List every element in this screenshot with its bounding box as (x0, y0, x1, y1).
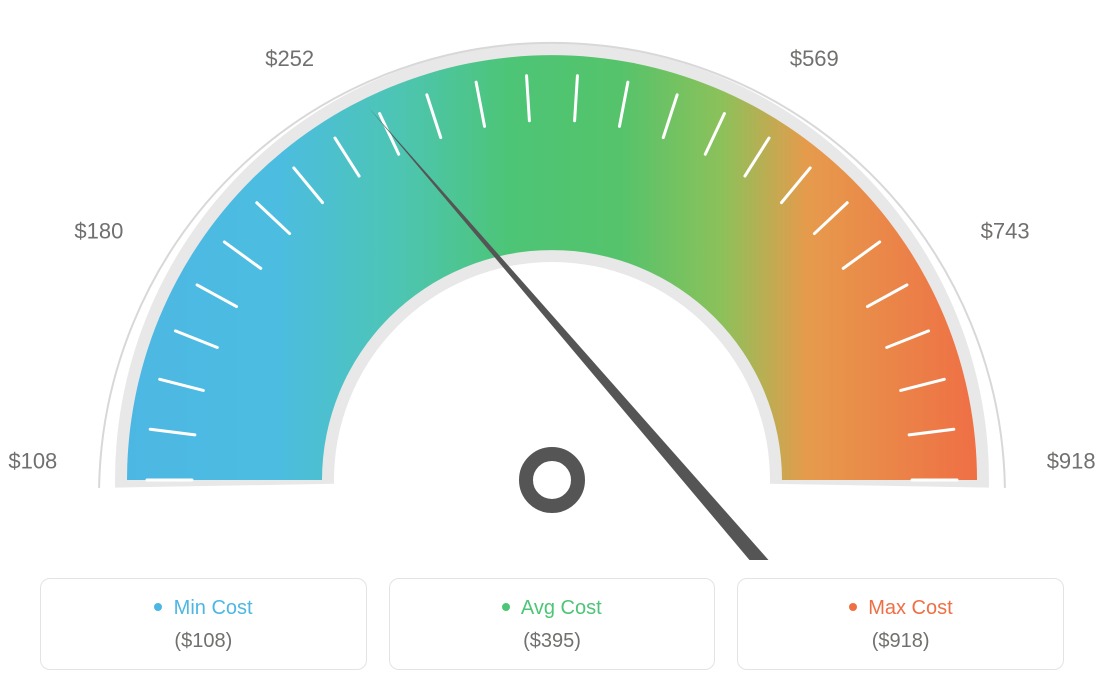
legend-label-max: Max Cost (868, 597, 952, 619)
legend-card-min: Min Cost ($108) (40, 578, 367, 670)
gauge-tick-label: $108 (8, 449, 57, 474)
legend-card-avg: Avg Cost ($395) (389, 578, 716, 670)
legend-value-min: ($108) (51, 630, 356, 653)
legend-title-min: Min Cost (51, 597, 356, 620)
legend-value-avg: ($395) (400, 630, 705, 653)
gauge-tick-label: $252 (265, 46, 314, 71)
dot-min-icon (154, 603, 162, 611)
gauge-area: $108$180$252$395$569$743$918 (0, 0, 1104, 560)
legend-title-max: Max Cost (748, 597, 1053, 620)
legend-title-avg: Avg Cost (400, 597, 705, 620)
dot-max-icon (849, 603, 857, 611)
gauge-tick-label: $569 (790, 46, 839, 71)
gauge-tick-label: $918 (1047, 449, 1096, 474)
gauge-tick-label: $180 (74, 218, 123, 243)
legend-row: Min Cost ($108) Avg Cost ($395) Max Cost… (40, 578, 1064, 670)
gauge-chart-wrapper: $108$180$252$395$569$743$918 Min Cost ($… (0, 0, 1104, 690)
legend-card-max: Max Cost ($918) (737, 578, 1064, 670)
legend-label-min: Min Cost (174, 597, 253, 619)
dot-avg-icon (502, 603, 510, 611)
legend-label-avg: Avg Cost (521, 597, 602, 619)
gauge-svg: $108$180$252$395$569$743$918 (0, 0, 1104, 560)
gauge-tick-label: $743 (981, 218, 1030, 243)
legend-value-max: ($918) (748, 630, 1053, 653)
